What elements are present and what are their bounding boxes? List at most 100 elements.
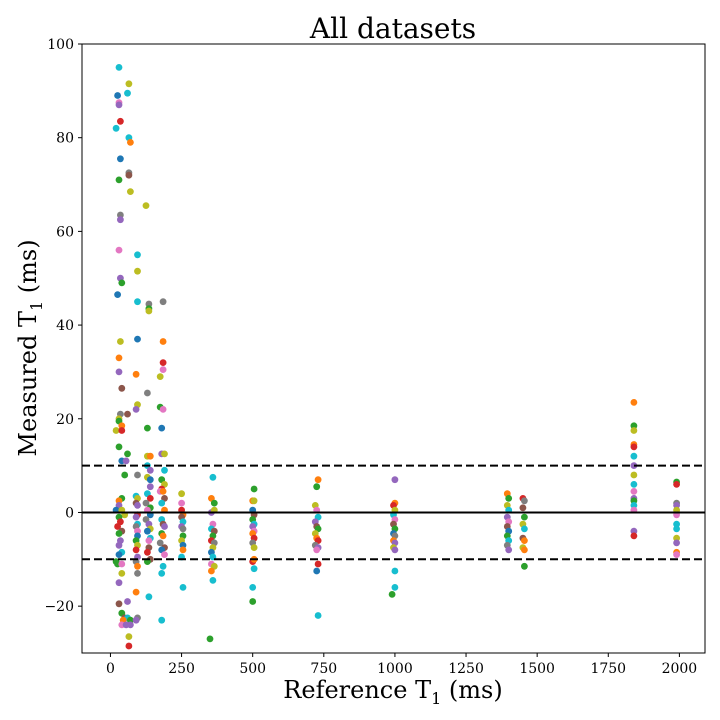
- data-point-171: [179, 584, 187, 591]
- data-point-23: [114, 291, 121, 298]
- ticks-layer: 0 250 500 750 1000 1250 1500 1750 2000 −20 0 20 40 60…: [44, 37, 697, 677]
- data-point-165: [179, 525, 187, 533]
- data-point-64: [121, 471, 129, 479]
- data-point-240: [391, 567, 399, 575]
- data-point-274: [630, 481, 638, 488]
- data-point-142: [124, 598, 131, 605]
- data-point-273: [630, 471, 638, 479]
- data-point-38: [118, 384, 126, 392]
- reference-lines: [82, 464, 705, 561]
- data-point-30: [117, 338, 124, 345]
- y-tick-label-1: 0: [65, 505, 74, 521]
- y-axis-label: Measured T1 (ms): [14, 239, 46, 456]
- data-point-156: [125, 633, 133, 640]
- data-point-28: [145, 307, 153, 315]
- data-point-19: [134, 251, 141, 259]
- data-point-29: [134, 335, 141, 343]
- data-point-33: [115, 354, 123, 362]
- data-point-22: [118, 279, 126, 287]
- data-point-85: [134, 502, 141, 509]
- data-point-262: [521, 537, 528, 544]
- y-tick-label-0: −20: [44, 599, 74, 615]
- data-point-136: [159, 562, 167, 570]
- data-point-31: [159, 338, 167, 345]
- data-point-116: [145, 537, 153, 544]
- data-point-78: [146, 495, 154, 502]
- x-tick-label-8: 2000: [662, 661, 698, 677]
- data-point-190: [206, 635, 214, 643]
- data-point-206: [250, 565, 258, 573]
- y-axis-label-sub: 1: [27, 301, 46, 311]
- data-point-158: [178, 490, 186, 498]
- data-point-256: [521, 497, 528, 505]
- data-point-239: [391, 546, 399, 554]
- data-point-124: [144, 548, 151, 556]
- data-point-67: [146, 476, 154, 484]
- data-point-107: [134, 527, 141, 535]
- data-point-13: [115, 176, 123, 184]
- data-point-135: [134, 562, 141, 570]
- data-point-83: [158, 499, 166, 507]
- x-axis-label-main: Reference T: [283, 676, 431, 704]
- x-tick-label-7: 1750: [590, 661, 626, 677]
- data-point-291: [673, 539, 680, 547]
- data-point-224: [313, 567, 321, 575]
- data-point-62: [146, 466, 154, 474]
- data-point-169: [179, 546, 187, 554]
- data-point-34: [159, 366, 167, 373]
- y-axis-label-main: Measured T: [14, 311, 42, 457]
- x-tick-label-1: 250: [168, 661, 195, 677]
- data-point-222: [313, 546, 321, 554]
- data-point-24: [134, 298, 141, 306]
- chart-title: All datasets: [309, 12, 476, 45]
- data-point-17: [117, 216, 124, 224]
- data-point-63: [161, 466, 168, 474]
- data-point-134: [118, 560, 126, 568]
- data-point-139: [158, 570, 166, 577]
- data-point-271: [630, 452, 638, 460]
- data-point-208: [249, 598, 257, 605]
- data-point-126: [115, 551, 123, 558]
- data-point-54: [124, 450, 131, 458]
- data-point-191: [250, 485, 258, 493]
- data-point-7: [112, 124, 120, 132]
- data-point-264: [521, 546, 528, 554]
- data-point-210: [314, 476, 322, 484]
- data-point-143: [115, 600, 123, 608]
- plot-frame: [81, 43, 706, 654]
- data-point-6: [117, 117, 124, 125]
- data-point-157: [125, 642, 133, 650]
- x-tick-label-3: 750: [310, 661, 337, 677]
- data-point-141: [132, 588, 140, 596]
- x-axis-label: Reference T1 (ms): [283, 676, 502, 708]
- data-point-2: [114, 92, 121, 99]
- data-point-70: [146, 483, 154, 491]
- data-point-270: [630, 443, 638, 451]
- data-point-37: [156, 373, 164, 380]
- data-point-209: [313, 483, 321, 491]
- data-point-26: [159, 298, 167, 306]
- data-point-9: [126, 139, 134, 146]
- data-point-10: [117, 155, 124, 163]
- data-point-207: [249, 584, 257, 591]
- data-point-254: [505, 546, 513, 554]
- data-point-0: [115, 64, 123, 71]
- data-point-108: [144, 527, 151, 535]
- data-point-293: [673, 551, 680, 558]
- data-point-118: [115, 541, 123, 549]
- data-point-102: [114, 523, 121, 530]
- data-point-280: [630, 527, 638, 535]
- data-point-289: [673, 525, 680, 533]
- x-tick-label-2: 500: [239, 661, 266, 677]
- data-point-265: [521, 562, 528, 570]
- data-point-51: [112, 427, 120, 434]
- data-point-110: [115, 530, 123, 537]
- data-point-267: [630, 422, 638, 430]
- data-point-225: [314, 612, 322, 619]
- data-point-95: [132, 513, 140, 521]
- data-point-138: [134, 570, 141, 577]
- data-point-281: [630, 532, 638, 540]
- data-point-123: [132, 546, 140, 554]
- data-point-268: [630, 427, 638, 434]
